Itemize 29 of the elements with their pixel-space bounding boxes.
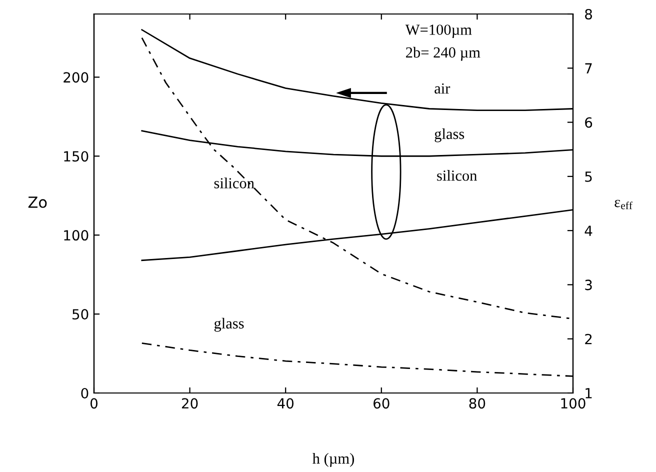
- y2-tick-label: 7: [585, 63, 592, 74]
- x-tick-label: 40: [277, 398, 294, 409]
- x-axis-title: h (µm): [312, 452, 354, 467]
- y2-tick-label: 3: [585, 280, 592, 290]
- y2-tick-label: 5: [585, 172, 592, 182]
- x-tick-label: 0: [90, 398, 98, 409]
- annotation: silicon: [214, 178, 254, 188]
- y2-axis-title: ε$_{eff}$: [614, 200, 633, 210]
- annotation: glass: [214, 318, 244, 332]
- y2-tick-label: 6: [585, 117, 592, 128]
- x-tick-label: 60: [374, 398, 390, 409]
- annotation: air: [434, 83, 450, 94]
- annotation: W=100µm: [405, 24, 472, 38]
- y2-tick-label: 1: [586, 388, 592, 398]
- x-tick-label: 20: [182, 398, 198, 409]
- y-tick-label: 100: [64, 230, 88, 241]
- y2-tick-label: 8: [585, 8, 592, 20]
- y-tick-label: 150: [64, 151, 88, 162]
- x-tick-label: 80: [469, 398, 486, 409]
- annotation: silicon: [437, 170, 477, 181]
- y2-tick-label: 2: [585, 334, 592, 344]
- x-tick-label: 100: [561, 398, 586, 409]
- y-tick-label: 0: [81, 388, 88, 398]
- y-axis-title: Zo: [28, 196, 47, 208]
- y-tick-label: 200: [64, 72, 88, 83]
- annotation: 2b= 240 µm: [406, 46, 480, 61]
- y2-tick-label: 4: [584, 226, 592, 236]
- y-tick-label: 50: [72, 309, 88, 320]
- annotation: glass: [434, 128, 464, 142]
